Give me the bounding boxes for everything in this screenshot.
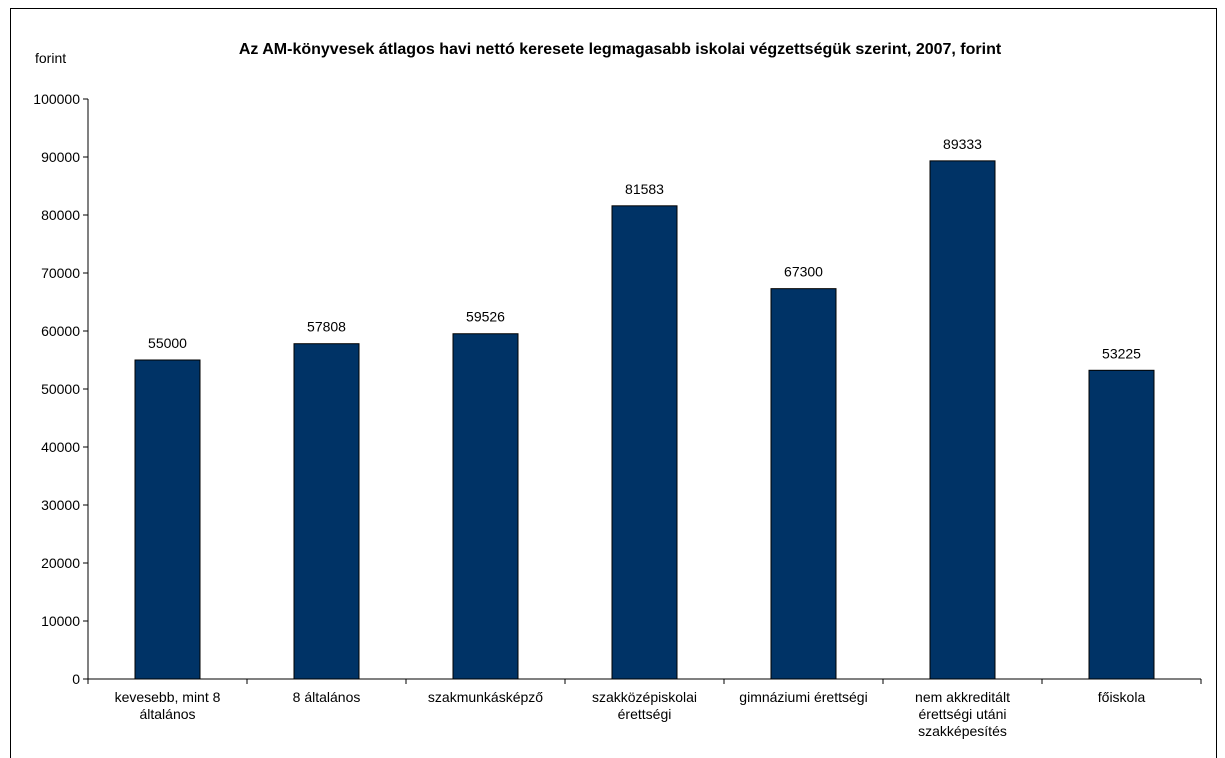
y-tick-label: 70000: [41, 265, 80, 281]
y-tick-label: 50000: [41, 381, 80, 397]
bar: [929, 160, 996, 680]
x-tick-label: kevesebb, mint 8 általános: [114, 689, 221, 722]
y-tick-label: 90000: [41, 149, 80, 165]
chart-title: Az AM-könyvesek átlagos havi nettó keres…: [238, 41, 1002, 58]
frame: [10, 8, 1217, 758]
x-tick-label: főiskola: [1097, 689, 1146, 705]
bar: [134, 359, 201, 680]
x-tick-label: szakmunkásképző: [427, 689, 544, 705]
data-label: 89333: [943, 136, 982, 152]
bar: [770, 288, 837, 680]
y-tick-label: 10000: [41, 613, 80, 629]
y-tick-label: 60000: [41, 323, 80, 339]
data-label: 81583: [625, 181, 664, 197]
y-tick-label: 40000: [41, 439, 80, 455]
y-tick-label: 0: [72, 671, 80, 687]
bar: [611, 205, 678, 680]
data-label: 57808: [307, 319, 346, 335]
x-tick-label: gimnáziumi érettségi: [739, 689, 868, 705]
y-tick-label: 100000: [33, 91, 80, 107]
data-label: 55000: [148, 335, 187, 351]
bar: [293, 343, 360, 680]
data-label: 53225: [1102, 345, 1141, 361]
y-tick-label: 20000: [41, 555, 80, 571]
bar: [1088, 369, 1155, 680]
data-label: 59526: [466, 309, 505, 325]
data-label: 67300: [784, 264, 823, 280]
y-tick-label: 80000: [41, 207, 80, 223]
bar: [452, 333, 519, 680]
x-tick-label: 8 általános: [292, 689, 361, 705]
x-tick-label: szakközépiskolai érettségi: [591, 689, 698, 722]
y-axis-label: forint: [35, 50, 66, 66]
y-tick-label: 30000: [41, 497, 80, 513]
x-tick-label: nem akkreditált érettségi utáni szakképe…: [915, 689, 1010, 739]
